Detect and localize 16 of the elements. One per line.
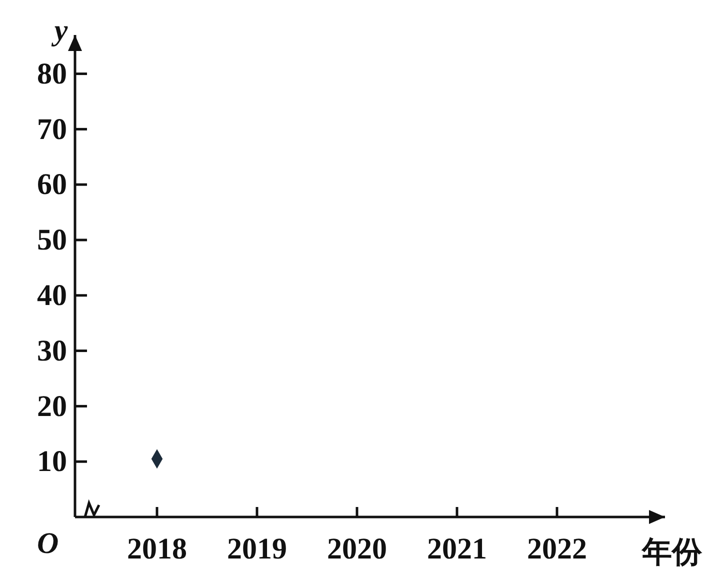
y-tick-label: 60 [37, 168, 67, 202]
y-axis-title: y [51, 14, 68, 47]
text: O [37, 527, 59, 560]
y-tick-label: 80 [37, 57, 67, 90]
y-tick-label: 10 [37, 445, 67, 478]
y-tick-label: 50 [37, 224, 67, 257]
x-tick-label: 2020 [327, 532, 387, 566]
y-tick-label: 20 [37, 390, 67, 423]
y-tick-label: 70 [37, 112, 67, 146]
y-tick-label: 30 [37, 334, 67, 368]
x-tick-label: 2021 [427, 532, 487, 566]
x-axis-title: 年份 [641, 536, 703, 569]
x-tick-label: 2018 [127, 532, 187, 566]
y-tick-label: 40 [37, 278, 67, 312]
x-tick-label: 2019 [227, 532, 287, 566]
x-tick-label: 2022 [527, 532, 587, 566]
